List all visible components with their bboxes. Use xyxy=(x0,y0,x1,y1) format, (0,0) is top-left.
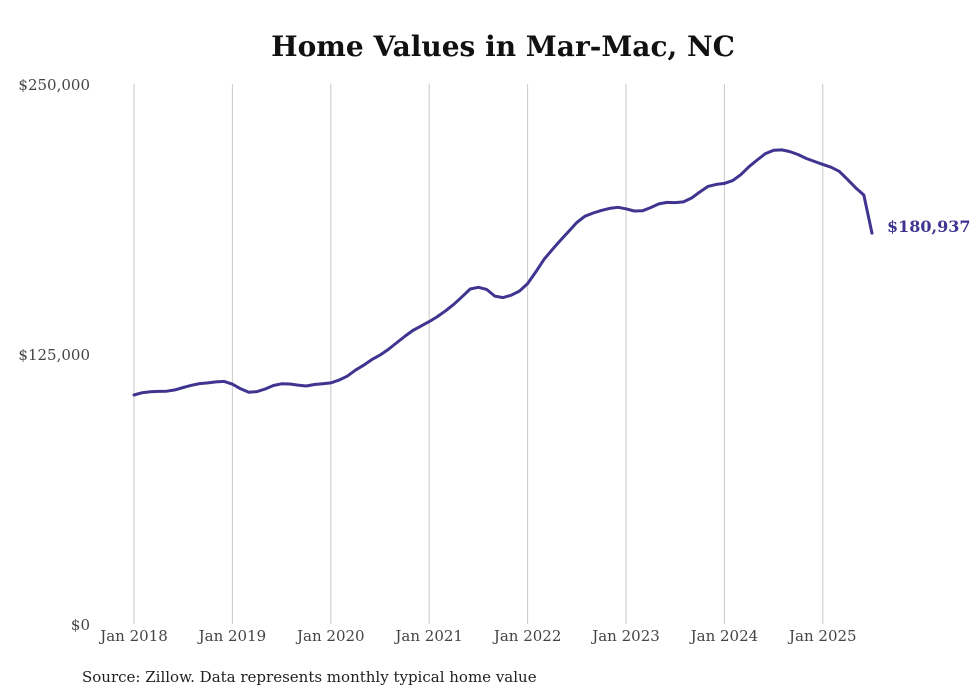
gridlines xyxy=(133,84,824,624)
x-tick-label: Jan 2018 xyxy=(98,627,168,645)
x-tick-label: Jan 2025 xyxy=(787,627,857,645)
x-tick-label: Jan 2023 xyxy=(590,627,660,645)
home-value-line xyxy=(132,148,874,397)
x-axis-ticks: Jan 2018 Jan 2019 Jan 2020 Jan 2021 Jan 2022… xyxy=(98,627,856,645)
y-tick-label: $125,000 xyxy=(18,346,90,364)
y-axis-ticks: $0 $125,000 $250,000 xyxy=(18,76,90,634)
source-note: Source: Zillow. Data represents monthly … xyxy=(82,668,537,686)
x-tick-label: Jan 2020 xyxy=(295,627,365,645)
chart-title: Home Values in Mar-Mac, NC xyxy=(271,30,735,63)
x-tick-label: Jan 2022 xyxy=(492,627,562,645)
x-tick-label: Jan 2021 xyxy=(393,627,463,645)
x-tick-label: Jan 2024 xyxy=(689,627,759,645)
x-tick-label: Jan 2019 xyxy=(197,627,267,645)
y-tick-label: $0 xyxy=(71,616,90,634)
y-tick-label: $250,000 xyxy=(18,76,90,94)
last-value-label: $180,937 xyxy=(887,217,971,236)
